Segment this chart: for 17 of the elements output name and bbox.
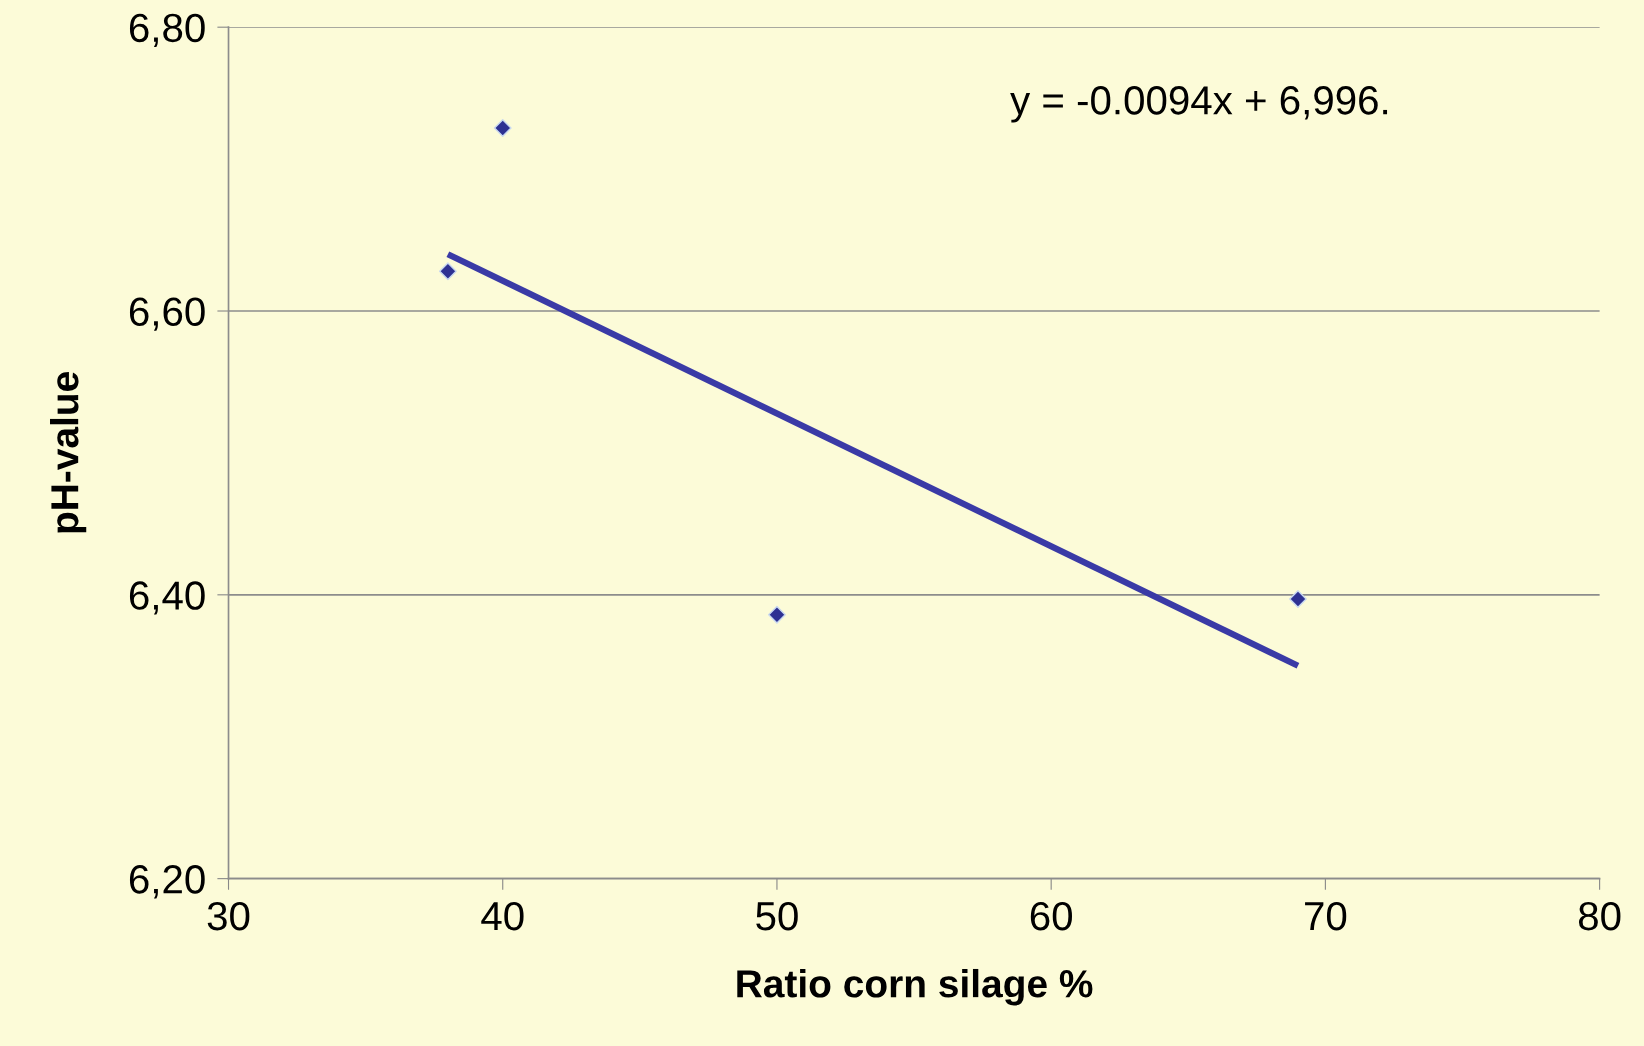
annotation: y = -0.0094x + 6,996. [1010,86,1388,123]
y-tick-label: 6,60 [129,297,205,331]
point [438,262,457,281]
y-axis-title: pH-value [49,372,87,533]
point [1289,590,1307,608]
point [768,605,786,624]
y-tick-label: 6,80 [129,13,205,47]
x-tick-label: 60 [1030,901,1072,931]
x-tick-label: 50 [756,901,798,931]
x-axis-title: Ratio corn silage % [737,968,1093,1006]
point [493,119,512,137]
x-tick-label: 30 [207,901,250,931]
x-tick-label: 80 [1578,901,1621,931]
y-tick-label: 6,20 [129,865,205,899]
y-tick-label: 6,40 [129,581,205,615]
x-tick-label: 70 [1305,901,1347,931]
x-tick-label: 40 [481,901,524,931]
